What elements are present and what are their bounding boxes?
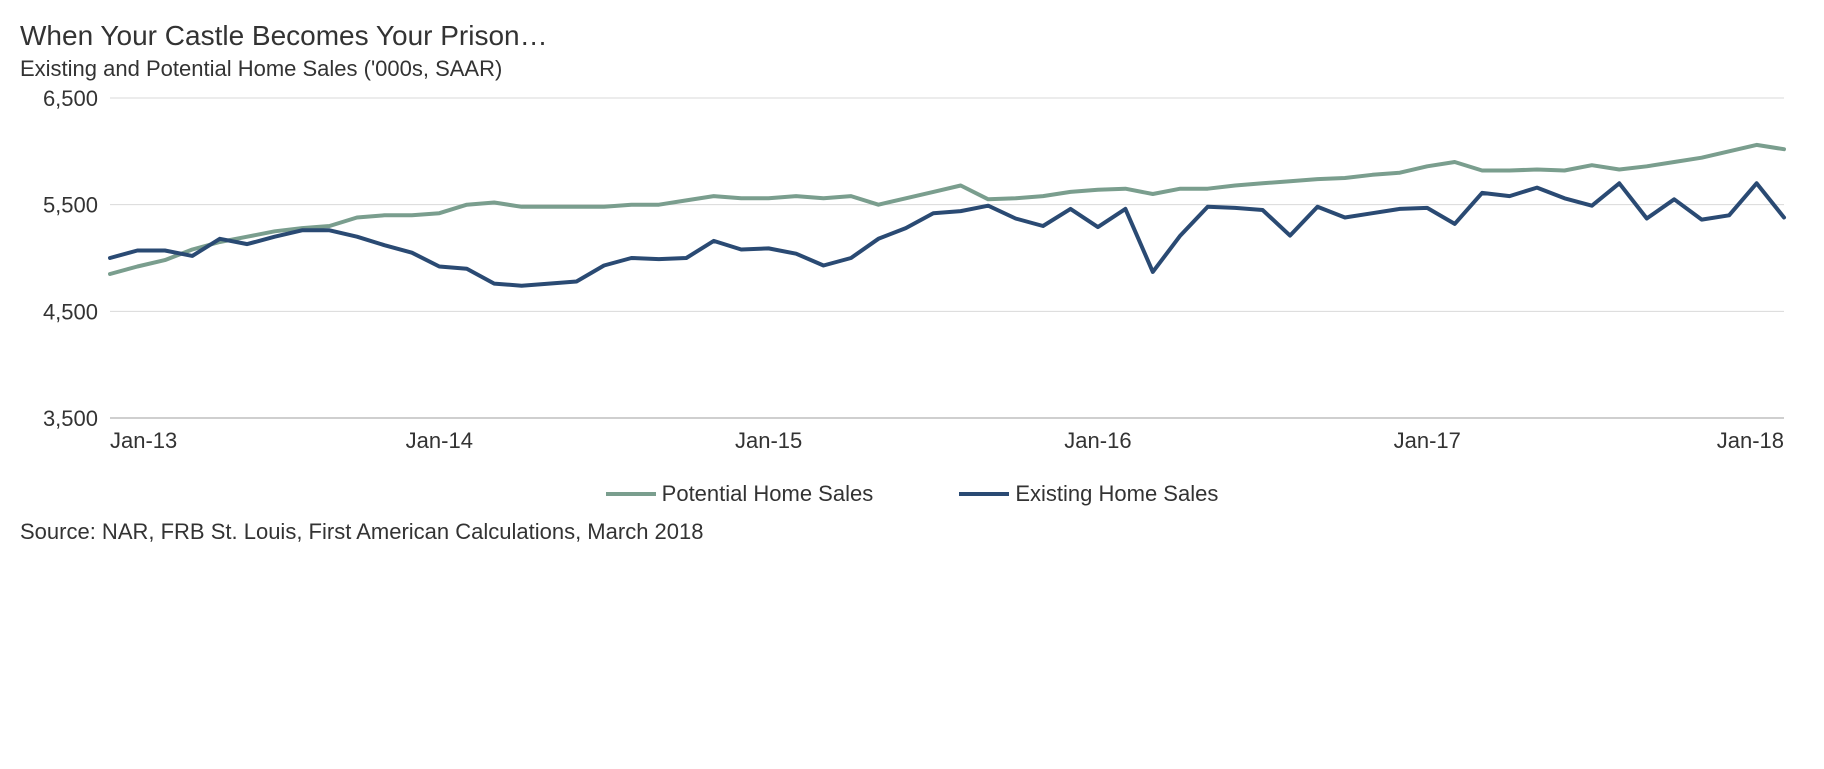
series-potential home sales	[110, 145, 1784, 274]
legend-swatch-potential	[606, 492, 656, 496]
chart-title: When Your Castle Becomes Your Prison…	[20, 20, 1804, 52]
svg-text:Jan-16: Jan-16	[1064, 428, 1131, 453]
legend-label-existing: Existing Home Sales	[1015, 481, 1218, 507]
svg-text:3,500: 3,500	[43, 406, 98, 431]
legend-item-potential: Potential Home Sales	[606, 481, 874, 507]
legend-label-potential: Potential Home Sales	[662, 481, 874, 507]
chart-legend: Potential Home Sales Existing Home Sales	[20, 476, 1804, 507]
svg-text:Jan-13: Jan-13	[110, 428, 177, 453]
line-chart: 3,500 4,500 5,500 6,500 Jan-13 Jan-14 Jan-15 Ja…	[20, 88, 1804, 458]
chart-subtitle: Existing and Potential Home Sales ('000s…	[20, 56, 1804, 82]
svg-text:4,500: 4,500	[43, 299, 98, 324]
chart-source: Source: NAR, FRB St. Louis, First Americ…	[20, 519, 1804, 545]
svg-text:5,500: 5,500	[43, 193, 98, 218]
svg-text:Jan-14: Jan-14	[406, 428, 473, 453]
svg-text:Jan-17: Jan-17	[1394, 428, 1461, 453]
chart-container: When Your Castle Becomes Your Prison… Ex…	[20, 20, 1804, 545]
legend-item-existing: Existing Home Sales	[959, 481, 1218, 507]
svg-text:Jan-15: Jan-15	[735, 428, 802, 453]
series-existing home sales	[110, 183, 1784, 285]
legend-swatch-existing	[959, 492, 1009, 496]
svg-text:6,500: 6,500	[43, 88, 98, 111]
svg-text:Jan-18: Jan-18	[1717, 428, 1784, 453]
